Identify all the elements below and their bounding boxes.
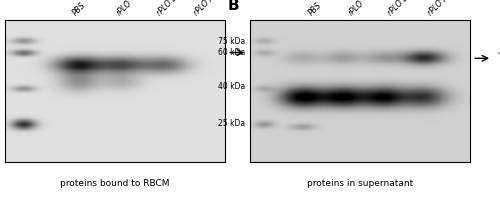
- Text: 60 kDa: 60 kDa: [218, 48, 246, 57]
- Text: rPLO: rPLO: [115, 0, 134, 17]
- Text: 75 kDa: 75 kDa: [218, 37, 246, 46]
- Text: 40 kDa: 40 kDa: [218, 82, 246, 91]
- Text: recombinant
proteins: recombinant proteins: [496, 51, 500, 100]
- Text: PBS: PBS: [71, 0, 88, 17]
- Text: rPLO D238R: rPLO D238R: [154, 0, 194, 17]
- Text: recombinant
proteins: recombinant proteins: [252, 45, 271, 94]
- Text: rPLO P499F: rPLO P499F: [192, 0, 230, 17]
- Text: rPLO D238R: rPLO D238R: [386, 0, 425, 17]
- Text: PBS: PBS: [307, 0, 324, 17]
- Text: proteins in supernatant: proteins in supernatant: [307, 179, 413, 188]
- Text: rPLO: rPLO: [347, 0, 366, 17]
- Text: 25 kDa: 25 kDa: [218, 119, 246, 128]
- Text: rPLO P499F: rPLO P499F: [426, 0, 464, 17]
- Text: proteins bound to RBCM: proteins bound to RBCM: [60, 179, 170, 188]
- Text: B: B: [228, 0, 239, 13]
